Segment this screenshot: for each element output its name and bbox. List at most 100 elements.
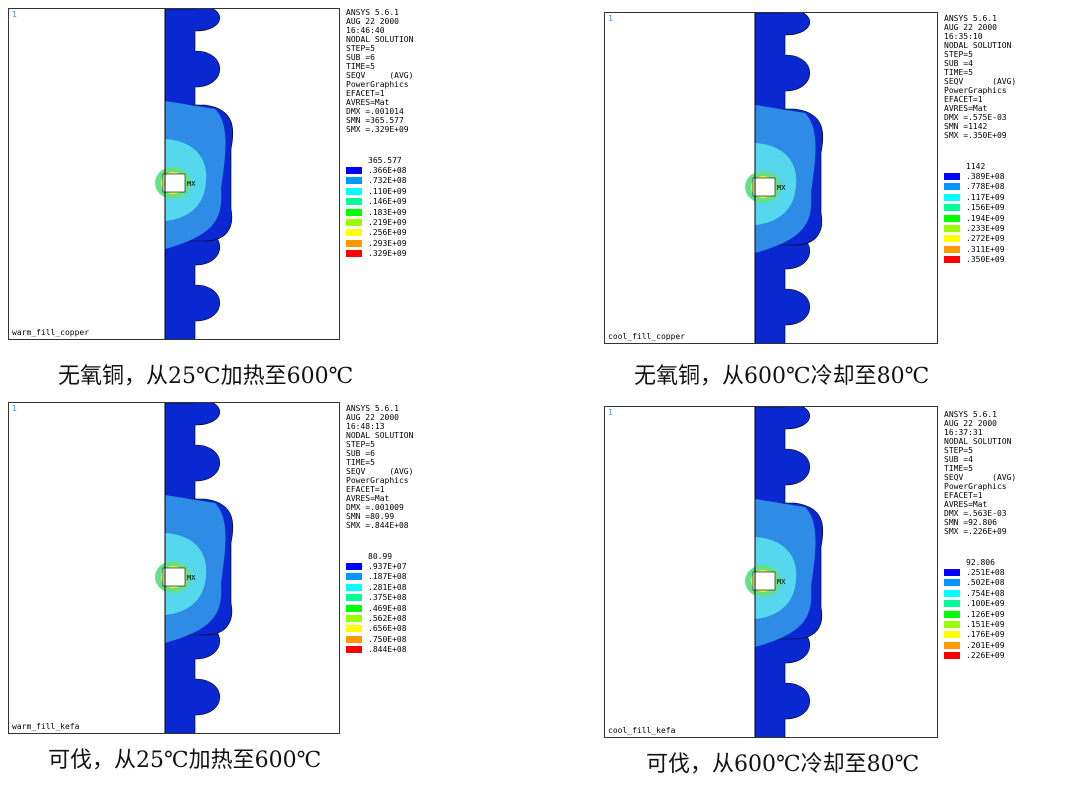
legend-value: .281E+08	[368, 582, 407, 592]
info-line: AUG 22 2000	[944, 419, 997, 428]
info-line: 16:46:40	[346, 26, 385, 35]
info-line: NODAL SOLUTION	[346, 431, 414, 440]
info-line: AVRES=Mat	[944, 104, 988, 113]
info-line: SMN =80.99	[346, 512, 395, 521]
legend-value: .194E+09	[966, 213, 1005, 223]
legend-value: .100E+09	[966, 599, 1005, 609]
legend-value: .656E+08	[368, 624, 407, 634]
legend-value: .146E+09	[368, 197, 407, 207]
legend-swatch	[346, 563, 362, 570]
max-marker-label: MX	[187, 574, 196, 582]
info-line: PowerGraphics	[346, 80, 409, 89]
legend-swatch	[944, 235, 960, 243]
legend-swatch	[944, 652, 960, 660]
legend-value: .256E+09	[368, 228, 407, 238]
plot-window: 1 MX cool_fill_copper	[604, 12, 938, 344]
info-line: 16:37:31	[944, 428, 983, 437]
max-marker-label: MX	[777, 578, 786, 586]
info-line: NODAL SOLUTION	[944, 437, 1012, 446]
notch-slot	[752, 177, 776, 197]
legend-swatch	[944, 641, 960, 649]
info-line: DMX =.001014	[346, 107, 404, 116]
legend-swatch	[346, 177, 362, 185]
legend-value: .562E+08	[368, 614, 407, 623]
legend-swatch	[944, 245, 960, 253]
info-line: SEQV (AVG)	[346, 71, 414, 80]
legend-value: .375E+08	[368, 593, 407, 603]
plot-name: cool_fill_kefa	[608, 726, 676, 735]
plot-name: cool_fill_copper	[608, 332, 686, 341]
info-line: DMX =.575E-03	[944, 113, 1007, 122]
legend-swatch	[346, 167, 362, 174]
info-line: ANSYS 5.6.1	[346, 8, 399, 17]
legend-swatch	[346, 646, 362, 654]
legend-value: .151E+09	[966, 620, 1005, 629]
info-line: TIME=5	[944, 68, 973, 77]
legend-value: .732E+08	[368, 176, 407, 186]
info-line: STEP=5	[346, 44, 375, 53]
info-line: AUG 22 2000	[944, 23, 997, 32]
info-line: SUB =6	[346, 53, 375, 62]
legend-swatch	[346, 583, 362, 591]
info-line: EFACET=1	[346, 485, 385, 494]
figure-caption: 可伐，从25℃加热至600℃	[48, 748, 322, 773]
legend-value: .389E+08	[966, 172, 1005, 181]
notch-slot	[162, 173, 186, 193]
legend-swatch	[346, 625, 362, 633]
info-line: ANSYS 5.6.1	[944, 410, 997, 419]
legend-min-value: 80.99	[368, 552, 393, 561]
info-line: PowerGraphics	[944, 482, 1007, 491]
info-line: TIME=5	[346, 458, 375, 467]
info-line: SUB =4	[944, 455, 973, 464]
info-line: SMX =.329E+09	[346, 125, 409, 134]
legend-value: .778E+08	[966, 182, 1005, 192]
info-line: EFACET=1	[944, 95, 983, 104]
info-line: SMN =92.806	[944, 518, 997, 527]
info-line: SEQV (AVG)	[346, 467, 414, 476]
legend-swatch	[944, 204, 960, 212]
legend-swatch	[346, 635, 362, 643]
plot-window: 1 MX warm_fill_kefa	[8, 402, 340, 734]
window-number: 1	[12, 404, 17, 413]
notch-slot	[162, 567, 186, 587]
contour-geometry: MX	[745, 13, 824, 343]
info-line: SUB =6	[346, 449, 375, 458]
info-line: AUG 22 2000	[346, 413, 399, 422]
legend-swatch	[346, 208, 362, 216]
info-line: AVRES=Mat	[346, 494, 390, 503]
solution-info: ANSYS 5.6.1 AUG 22 2000 16:48:13 NODAL SOLU…	[346, 404, 413, 530]
legend-value: .183E+09	[368, 207, 407, 217]
legend-swatch	[944, 579, 960, 587]
info-line: TIME=5	[944, 464, 973, 473]
info-line: ANSYS 5.6.1	[346, 404, 399, 413]
info-line: TIME=5	[346, 62, 375, 71]
info-line: STEP=5	[944, 50, 973, 59]
info-line: SMX =.844E+08	[346, 521, 409, 530]
legend-value: .126E+09	[966, 609, 1005, 619]
legend-value: .350E+09	[966, 255, 1005, 265]
solution-info: ANSYS 5.6.1 AUG 22 2000 16:46:40 NODAL SOLU…	[346, 8, 413, 134]
plot-window: 1 MX warm_fill_copper	[8, 8, 340, 340]
stress-contour-plot: MX	[155, 403, 234, 733]
info-line: NODAL SOLUTION	[346, 35, 414, 44]
legend-swatch	[346, 250, 362, 258]
legend-value: .366E+08	[368, 166, 407, 175]
window-number: 1	[608, 408, 613, 417]
info-line: SMX =.350E+09	[944, 131, 1007, 140]
info-line: SMN =365.577	[346, 116, 404, 125]
contour-geometry: MX	[745, 407, 824, 737]
info-line: ANSYS 5.6.1	[944, 14, 997, 23]
legend-swatch	[944, 225, 960, 232]
info-line: PowerGraphics	[346, 476, 409, 485]
stress-contour-plot: MX	[155, 9, 234, 339]
stress-contour-plot: MX	[745, 407, 824, 737]
legend-value: .754E+08	[966, 588, 1005, 598]
legend-value: .201E+09	[966, 640, 1005, 650]
legend-swatch	[944, 214, 960, 222]
legend-value: .329E+09	[368, 249, 407, 259]
legend-value: .469E+08	[368, 603, 407, 613]
legend-min-value: 92.806	[966, 558, 995, 567]
info-line: NODAL SOLUTION	[944, 41, 1012, 50]
info-line: SMX =.226E+09	[944, 527, 1007, 536]
legend-swatch	[944, 610, 960, 618]
